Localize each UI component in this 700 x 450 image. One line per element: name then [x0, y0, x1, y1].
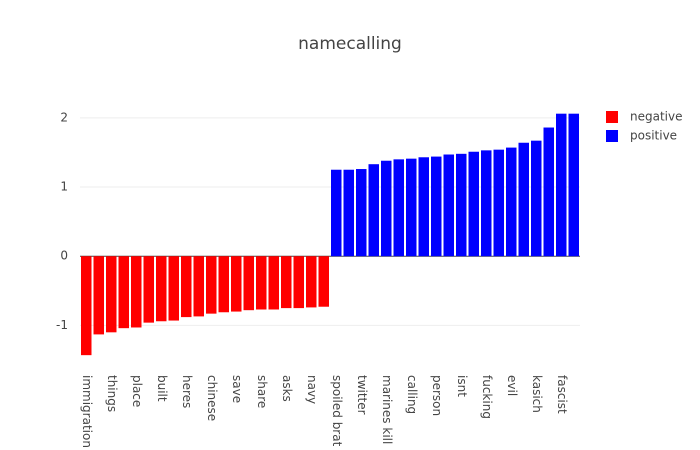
bar [106, 256, 117, 333]
x-tick-label: asks [280, 375, 294, 402]
x-tick-label: built [155, 375, 169, 402]
bar [493, 149, 504, 257]
y-tick-label: 2 [60, 110, 68, 124]
x-tick-label: place [130, 375, 144, 407]
legend-swatch [606, 130, 618, 142]
bar [156, 256, 167, 322]
bar [193, 256, 204, 317]
x-tick-label: marines kill [380, 375, 394, 444]
bar [456, 153, 467, 257]
bar [293, 256, 304, 309]
x-tick-label: navy [305, 375, 319, 404]
x-tick-label: heres [180, 375, 194, 408]
bar [568, 113, 579, 257]
bar [531, 140, 542, 257]
bar [431, 156, 442, 257]
bar [168, 256, 179, 321]
x-tick-label: calling [405, 375, 419, 414]
bar [481, 150, 492, 257]
legend-label: positive [630, 129, 677, 143]
legend-swatch [606, 111, 618, 123]
x-tick-label: share [255, 375, 269, 408]
bar [343, 169, 354, 257]
legend-label: negative [630, 110, 682, 124]
chart-title: namecalling [298, 34, 402, 54]
bar [368, 164, 379, 257]
bar [518, 142, 529, 257]
bar [543, 127, 554, 257]
bar [206, 256, 217, 314]
bar [231, 256, 242, 312]
bar [506, 147, 517, 257]
bar [393, 159, 404, 257]
x-tick-label: twitter [355, 375, 369, 415]
x-tick-label: isnt [455, 375, 469, 397]
bar [443, 154, 454, 257]
x-tick-label: kasich [530, 375, 544, 413]
x-tick-label: evil [505, 375, 519, 396]
bar [331, 169, 342, 257]
x-tick-label: immigration [80, 375, 94, 448]
bar [81, 256, 92, 356]
bar [281, 256, 292, 309]
bar [131, 256, 142, 328]
bar [218, 256, 229, 313]
x-tick-label: spoiled brat [330, 375, 344, 447]
y-tick-label: 0 [60, 249, 68, 263]
bar [381, 160, 392, 257]
bar [418, 157, 429, 257]
bar [93, 256, 104, 335]
x-tick-label: fucking [480, 375, 494, 419]
bar [406, 158, 417, 257]
x-tick-label: chinese [205, 375, 219, 421]
bar [318, 256, 329, 307]
bar [118, 256, 129, 329]
x-tick-label: save [230, 375, 244, 403]
bar [356, 169, 367, 257]
bar [181, 256, 192, 318]
bar [243, 256, 254, 311]
bar [143, 256, 154, 323]
x-tick-label: fascist [555, 375, 569, 414]
bar [306, 256, 317, 308]
x-tick-label: things [105, 375, 119, 412]
y-tick-label: 1 [60, 180, 68, 194]
x-tick-label: person [430, 375, 444, 416]
bar [256, 256, 267, 310]
bar [556, 113, 567, 257]
y-tick-label: -1 [56, 318, 68, 332]
bar [468, 151, 479, 257]
bar [268, 256, 279, 310]
